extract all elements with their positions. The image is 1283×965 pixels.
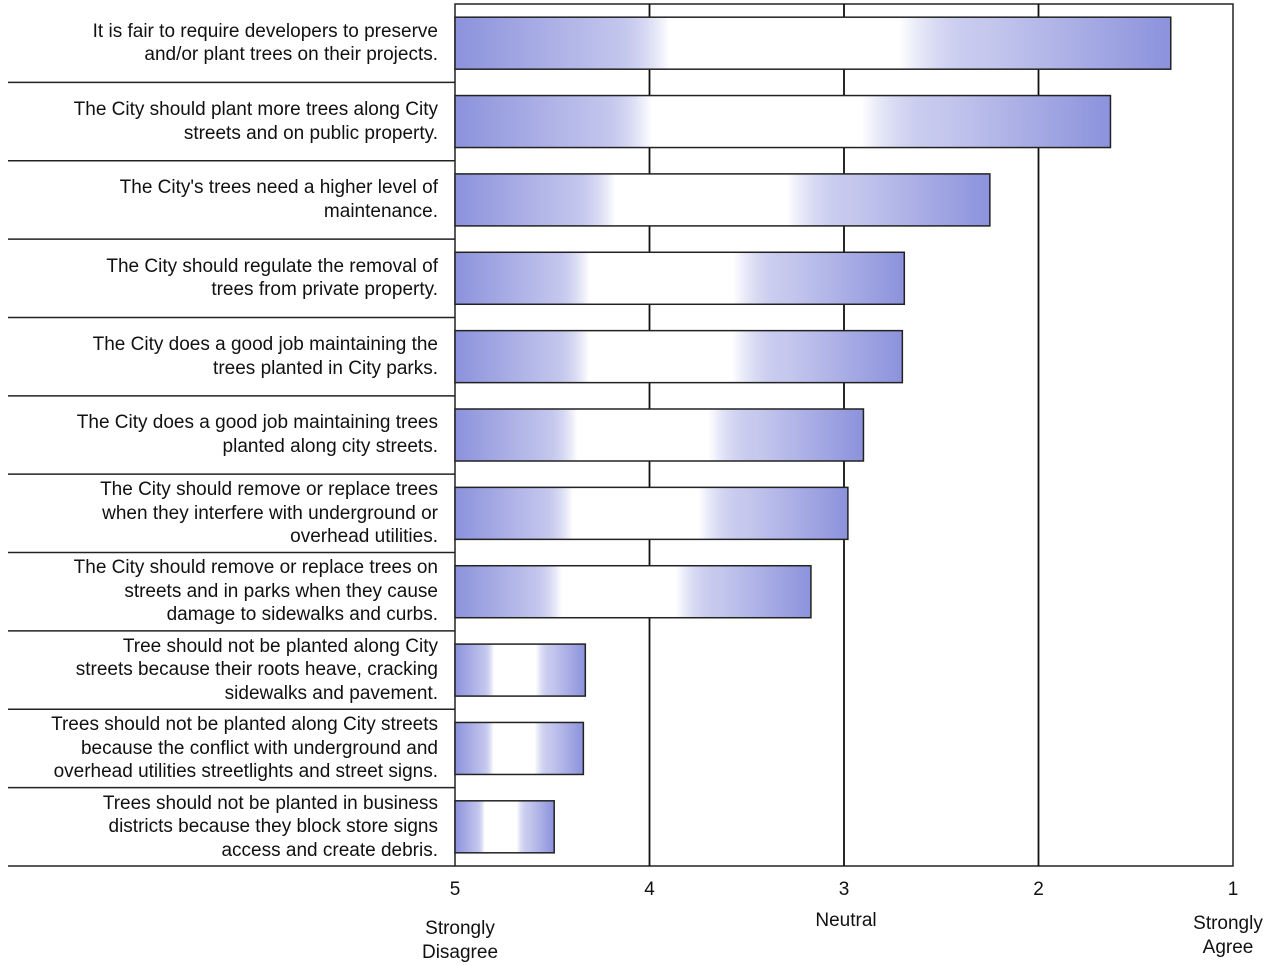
bar-11 — [454, 800, 555, 854]
category-label-1: It is fair to require developers to pres… — [92, 20, 438, 66]
x-tick-label-4: 4 — [644, 879, 655, 900]
category-label-4: The City should regulate the removal of … — [106, 255, 438, 301]
bar-6 — [454, 408, 865, 462]
x-tick-label-1: 1 — [1227, 879, 1239, 900]
bar-2 — [454, 94, 1112, 149]
anchor-label-neutral: Neutral — [815, 910, 877, 931]
category-label-11: Trees should not be planted in business … — [102, 792, 438, 861]
bar-3 — [454, 173, 991, 227]
x-tick-label-3: 3 — [838, 879, 850, 900]
bar-9 — [454, 643, 587, 697]
category-label-8: The City should remove or replace trees … — [73, 557, 438, 626]
anchor-label-strongly-agree: Strongly Agree — [1193, 913, 1263, 958]
x-tick-label-5: 5 — [449, 879, 461, 900]
category-label-9: Tree should not be planted along City st… — [75, 635, 438, 704]
bar-7 — [454, 486, 849, 541]
bar-8 — [454, 564, 812, 619]
category-label-3: The City's trees need a higher level of … — [119, 177, 438, 222]
bar-4 — [454, 251, 906, 306]
anchor-label-strongly-disagree: Strongly Disagree — [421, 918, 499, 963]
category-label-2: The City should plant more trees along C… — [73, 99, 438, 144]
bar-10 — [454, 721, 585, 776]
x-tick-label-2: 2 — [1033, 879, 1044, 900]
category-label-7: The City should remove or replace trees … — [100, 479, 438, 548]
category-label-10: Trees should not be planted along City s… — [51, 714, 438, 783]
bar-1 — [454, 16, 1172, 70]
bar-5 — [454, 329, 904, 384]
category-label-6: The City does a good job maintaining tre… — [76, 412, 438, 457]
category-label-5: The City does a good job maintaining the… — [92, 334, 438, 379]
